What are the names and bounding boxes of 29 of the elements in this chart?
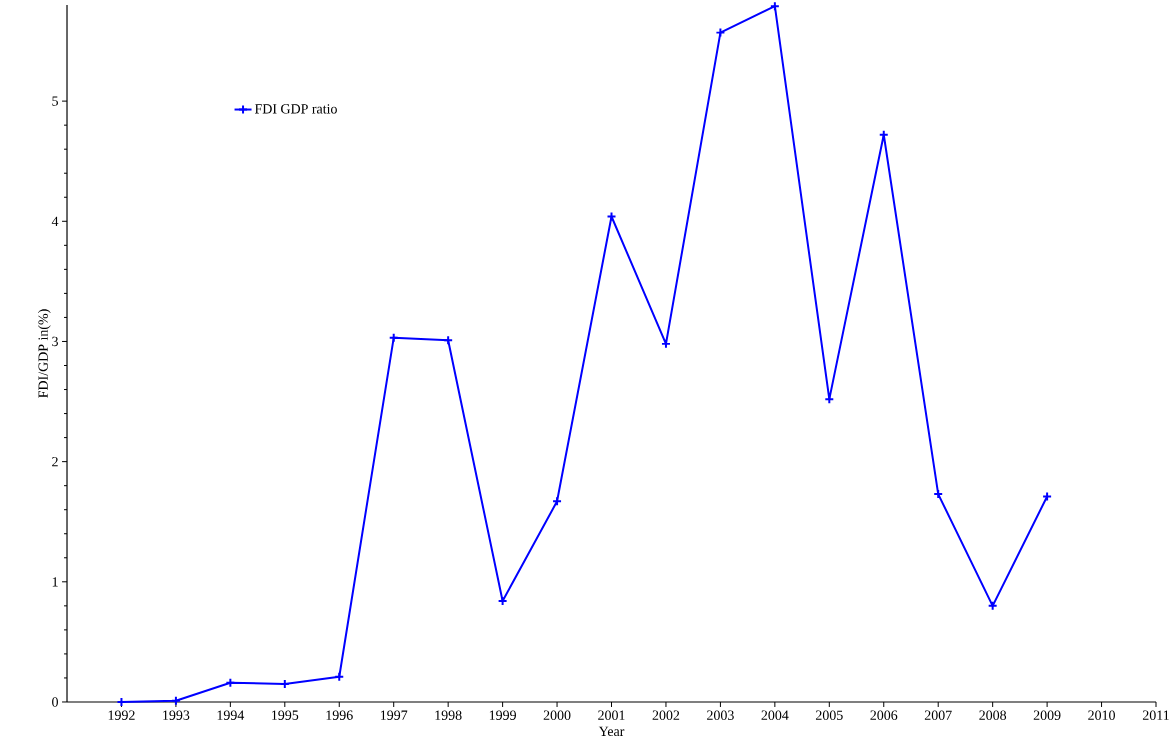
y-tick-label: 3 [52,336,58,347]
x-tick-label: 2005 [815,710,843,720]
x-tick-label: 1998 [435,710,462,720]
x-tick-label: 1996 [326,710,353,720]
x-tick-label: 2001 [598,710,625,720]
y-axis-title: FDI/GDP in(%) [38,309,51,398]
x-tick-label: 2011 [1142,710,1169,720]
x-tick-label: 2002 [652,710,680,720]
x-axis-title: Year [598,726,625,737]
y-tick-label: 0 [52,697,58,707]
x-tick-label: 1997 [380,710,408,720]
y-tick-label: 4 [51,216,59,226]
y-tick-label: 1 [52,577,58,587]
x-tick-label: 1992 [108,710,135,720]
x-tick-label: 2009 [1033,710,1061,720]
x-tick-label: 2010 [1088,710,1115,720]
x-tick-label: 1995 [272,710,299,720]
x-tick-label: 2003 [707,710,734,720]
x-tick-label: 1993 [163,710,190,720]
y-tick-label: 2 [52,457,58,467]
x-tick-label: 2006 [870,710,898,720]
x-tick-label: 2004 [761,710,789,720]
x-tick-label: 1994 [217,710,245,720]
x-tick-label: 2000 [543,710,571,720]
y-tick-label: 5 [52,96,58,106]
x-tick-label: 2007 [924,710,952,720]
x-tick-label: 2008 [979,710,1007,720]
x-tick-label: 1999 [489,710,516,720]
legend-label: FDI GDP ratio [254,104,337,114]
